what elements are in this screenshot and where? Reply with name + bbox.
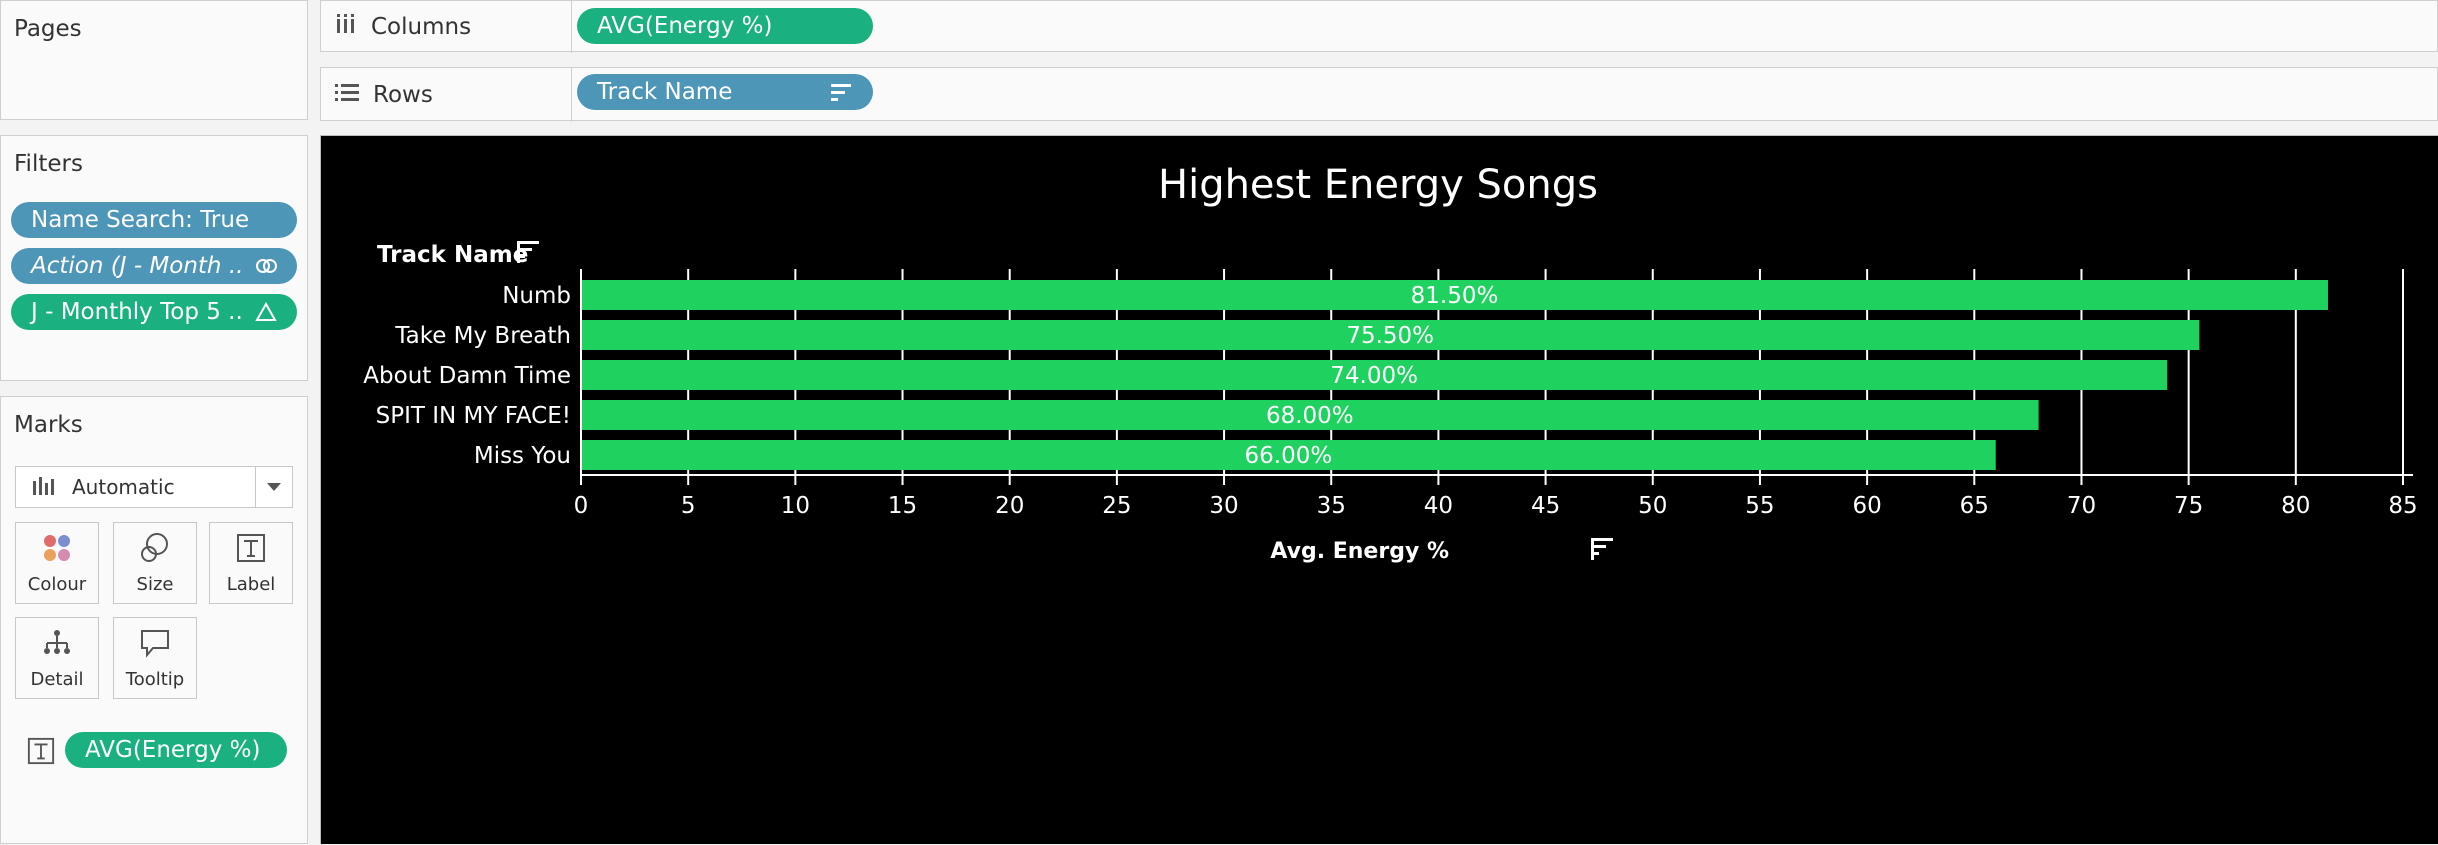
- label-field-icon: [27, 737, 55, 769]
- x-tick-label: 75: [2174, 493, 2203, 519]
- bar[interactable]: [581, 320, 2200, 350]
- columns-label: Columns: [371, 14, 472, 40]
- category-label: Take My Breath: [394, 323, 571, 349]
- x-tick-label: 60: [1852, 493, 1881, 519]
- x-tick-label: 5: [681, 493, 696, 519]
- bar[interactable]: [581, 360, 2168, 390]
- bar[interactable]: [581, 440, 1996, 470]
- y-axis-title: Track Name: [377, 242, 528, 268]
- x-tick-label: 50: [1638, 493, 1667, 519]
- x-tick-label: 10: [781, 493, 810, 519]
- category-label: SPIT IN MY FACE!: [376, 403, 571, 429]
- marks-label-pill-avg-energy[interactable]: AVG(Energy %): [65, 732, 287, 768]
- rows-icon: [335, 82, 359, 108]
- rows-label: Rows: [373, 82, 433, 108]
- delta-icon: [255, 294, 277, 330]
- chart-title: Highest Energy Songs: [1158, 162, 1598, 208]
- columns-icon: [335, 14, 357, 40]
- x-axis-title: Avg. Energy %: [1270, 539, 1449, 564]
- filter-action-month[interactable]: Action (J - Month ..: [11, 248, 297, 284]
- detail-icon: [42, 625, 72, 661]
- x-tick-label: 25: [1102, 493, 1131, 519]
- x-tick-label: 0: [574, 493, 589, 519]
- detail-button[interactable]: Detail: [15, 617, 99, 699]
- x-tick-label: 20: [995, 493, 1024, 519]
- filter-name-search[interactable]: Name Search: True: [11, 202, 297, 238]
- bar-data-label: 66.00%: [1245, 443, 1333, 469]
- bar-data-label: 74.00%: [1330, 363, 1418, 389]
- sort-descending-icon[interactable]: [831, 74, 853, 110]
- tooltip-button[interactable]: Tooltip: [113, 617, 197, 699]
- x-tick-label: 15: [888, 493, 917, 519]
- label-button[interactable]: Label: [209, 522, 293, 604]
- x-tick-label: 30: [1209, 493, 1238, 519]
- bar[interactable]: [581, 280, 2328, 310]
- filters-title: Filters: [14, 151, 83, 177]
- filters-panel: Filters Name Search: True Action (J - Mo…: [0, 135, 308, 381]
- colour-button[interactable]: Colour: [15, 522, 99, 604]
- x-tick-label: 65: [1960, 493, 1989, 519]
- link-icon: [255, 248, 279, 284]
- bar-data-label: 75.50%: [1346, 323, 1434, 349]
- chart-view: Highest Energy Songs Track Name 81.50% 75…: [320, 135, 2438, 844]
- x-tick-label: 70: [2067, 493, 2096, 519]
- x-tick-label: 45: [1531, 493, 1560, 519]
- size-button[interactable]: Size: [113, 522, 197, 604]
- x-tick-label: 80: [2281, 493, 2310, 519]
- bar[interactable]: [581, 400, 2039, 430]
- bar-data-label: 68.00%: [1266, 403, 1354, 429]
- y-sort-icon[interactable]: [517, 241, 539, 263]
- bar-data-label: 81.50%: [1411, 283, 1499, 309]
- rows-shelf[interactable]: Rows Track Name: [320, 67, 2438, 122]
- rows-pill-track-name[interactable]: Track Name: [577, 74, 873, 110]
- columns-shelf[interactable]: Columns AVG(Energy %): [320, 0, 2438, 53]
- columns-pill-avg-energy[interactable]: AVG(Energy %): [577, 8, 873, 44]
- colour-icon: [42, 530, 72, 566]
- chevron-down-icon: [267, 483, 281, 491]
- text-label-icon: [236, 530, 266, 566]
- bar-chart-icon: [32, 475, 56, 499]
- size-icon: [138, 530, 172, 566]
- mark-type-dropdown[interactable]: Automatic: [15, 466, 293, 508]
- marks-title: Marks: [14, 412, 83, 438]
- category-label: Numb: [502, 283, 571, 309]
- mark-type-label: Automatic: [72, 475, 175, 499]
- category-label: About Damn Time: [363, 363, 571, 389]
- x-sort-icon[interactable]: [1591, 538, 1613, 560]
- x-tick-label: 40: [1424, 493, 1453, 519]
- x-tick-label: 85: [2388, 493, 2417, 519]
- pages-panel: Pages: [0, 0, 308, 120]
- category-label: Miss You: [474, 443, 571, 469]
- x-tick-label: 35: [1317, 493, 1346, 519]
- pages-title: Pages: [14, 16, 82, 42]
- marks-panel: Marks Automatic Colour Size Label Detail: [0, 396, 308, 844]
- bar-chart: Highest Energy Songs Track Name 81.50% 75…: [363, 162, 2417, 564]
- tooltip-icon: [139, 625, 171, 661]
- filter-monthly-top5[interactable]: J - Monthly Top 5 ..: [11, 294, 297, 330]
- x-tick-label: 55: [1745, 493, 1774, 519]
